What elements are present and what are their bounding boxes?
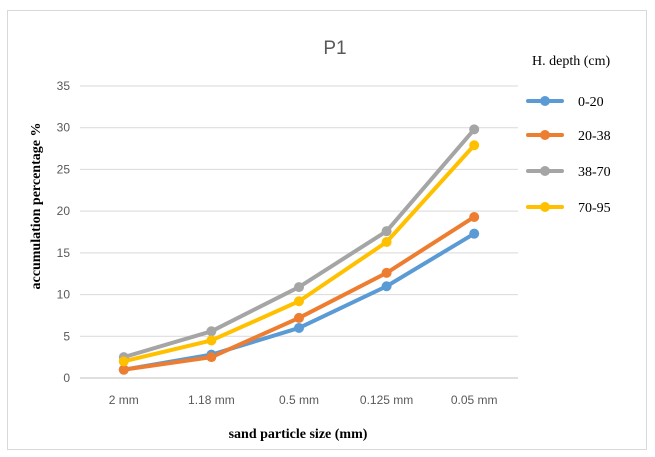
- chart-title: P1: [323, 38, 346, 59]
- data-point-38-70: [381, 226, 392, 237]
- y-tick-label: 25: [57, 162, 71, 176]
- data-point-70-95: [118, 356, 129, 367]
- data-point-0-20: [469, 228, 480, 239]
- data-point-20-38: [118, 364, 129, 375]
- y-tick-label: 5: [63, 329, 70, 343]
- x-axis-title: sand particle size (mm): [229, 427, 368, 442]
- series-lines: [121, 127, 477, 372]
- x-tick-label: 0.5 mm: [279, 393, 319, 407]
- data-point-70-95: [206, 335, 217, 346]
- legend: H. depth (cm) 0-20 20-38 38-70 70-95: [526, 54, 611, 216]
- series-points: [118, 124, 480, 375]
- data-point-20-38: [381, 267, 392, 278]
- legend-label: 0-20: [578, 95, 604, 110]
- y-tick-label: 10: [57, 288, 71, 302]
- x-tick-label: 0.05 mm: [451, 393, 498, 407]
- data-point-20-38: [206, 352, 217, 363]
- data-point-20-38: [469, 211, 480, 222]
- data-point-0-20: [294, 322, 304, 333]
- data-point-70-95: [294, 296, 304, 307]
- y-tick-label: 20: [57, 204, 71, 218]
- x-tick-label: 0.125 mm: [360, 393, 413, 407]
- x-tick-labels: 2 mm 1.18 mm 0.5 mm 0.125 mm 0.05 mm: [109, 393, 498, 407]
- legend-swatch-marker: [540, 96, 550, 106]
- data-point-38-70: [294, 282, 304, 293]
- chart-frame: [7, 10, 647, 450]
- y-tick-label: 30: [57, 121, 71, 135]
- legend-label: 38-70: [578, 165, 611, 180]
- x-tick-label: 2 mm: [109, 393, 139, 407]
- data-point-0-20: [381, 281, 392, 292]
- data-point-70-95: [469, 140, 480, 151]
- legend-label: 20-38: [578, 129, 611, 144]
- legend-label: 70-95: [578, 201, 611, 216]
- data-point-38-70: [206, 326, 217, 337]
- y-tick-label: 15: [57, 246, 71, 260]
- data-point-70-95: [381, 237, 392, 248]
- gridlines: [80, 85, 518, 379]
- data-point-20-38: [294, 312, 304, 323]
- y-tick-labels: 0 5 10 15 20 25 30 35: [57, 79, 71, 385]
- y-tick-label: 35: [57, 79, 71, 93]
- x-tick-label: 1.18 mm: [188, 393, 235, 407]
- legend-swatch-marker: [540, 130, 550, 140]
- legend-swatch-marker: [540, 202, 550, 212]
- legend-swatch-marker: [540, 166, 550, 176]
- data-point-38-70: [469, 124, 480, 135]
- y-axis-title: accumulation percentage %: [29, 123, 44, 290]
- legend-title: H. depth (cm): [532, 54, 610, 69]
- y-tick-label: 0: [63, 371, 70, 385]
